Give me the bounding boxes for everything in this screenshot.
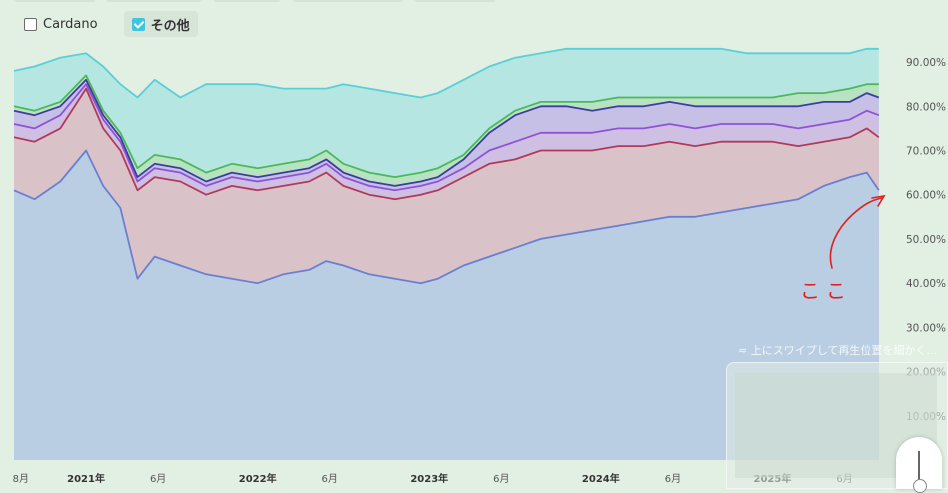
x-tick-label: 6月 (493, 473, 509, 485)
x-tick-label: 6月 (665, 473, 681, 485)
x-tick-label: 2021年 (67, 472, 105, 485)
series-line-0 (13, 149, 880, 285)
series-line-2 (13, 83, 880, 192)
y-tick-label: 50.00% (906, 234, 946, 246)
checkbox-checked-icon[interactable] (131, 17, 145, 31)
legend-label: その他 (150, 18, 190, 34)
y-tick-label: 30.00% (906, 322, 946, 334)
x-tick-label: 2024年 (582, 472, 620, 485)
handwritten-annotation: ここ (800, 194, 886, 303)
swipe-hint: ≈ 上にスワイプして再生位置を細かく... (738, 344, 937, 357)
series-line-4 (13, 74, 879, 178)
y-tick-label: 60.00% (906, 190, 946, 202)
filter-chip[interactable] (213, 0, 281, 2)
checkbox-unchecked-icon[interactable] (24, 17, 37, 31)
y-tick-label: 70.00% (906, 146, 946, 158)
x-tick-label: 6月 (322, 473, 338, 485)
annotation-arrowhead (871, 194, 886, 207)
x-tick-label: 2022年 (239, 472, 277, 485)
filter-chip[interactable] (292, 0, 404, 2)
y-tick-label: 80.00% (906, 101, 946, 113)
scrub-handle[interactable] (896, 437, 942, 493)
x-tick-label: 6月 (150, 473, 166, 485)
x-tick-label: 8月 (13, 473, 29, 485)
annotation-text: ここ (800, 279, 852, 303)
series-line-3 (13, 78, 880, 187)
series-line-5 (13, 47, 879, 99)
legend-label: Cardano (43, 16, 98, 32)
filter-chip[interactable] (106, 0, 202, 2)
y-tick-label: 90.00% (906, 57, 946, 69)
x-tick-label: 2023年 (410, 472, 448, 485)
series-area-0 (14, 150, 879, 460)
annotation-arrow (829, 197, 883, 269)
y-tick-label: 40.00% (906, 278, 946, 290)
legend: Cardano その他 (16, 11, 198, 37)
legend-item-cardano[interactable]: Cardano (16, 11, 106, 37)
series-lines (13, 47, 880, 285)
series-line-1 (13, 87, 880, 201)
filter-chip[interactable] (414, 0, 496, 2)
legend-item-other[interactable]: その他 (123, 11, 198, 37)
top-filter-chips (0, 0, 948, 2)
filter-chip[interactable] (14, 0, 96, 2)
